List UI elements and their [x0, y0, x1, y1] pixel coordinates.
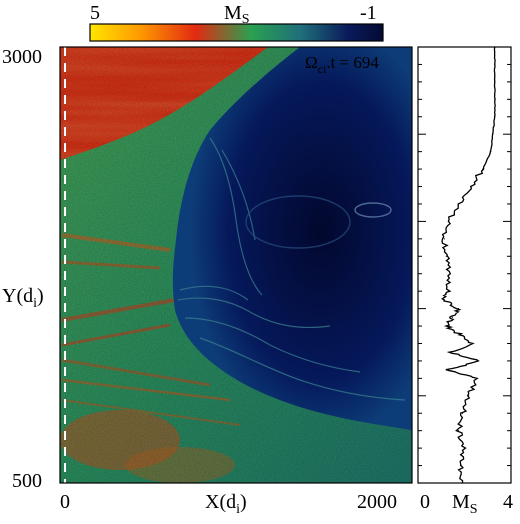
profile-point	[457, 308, 460, 310]
profile-point	[459, 464, 462, 467]
profile-point	[490, 151, 492, 153]
profile-point	[461, 482, 464, 484]
profile-point	[459, 334, 462, 336]
x-tick-label: 2000	[357, 491, 397, 513]
profile-point	[447, 369, 449, 371]
profile-x-axis-label: MS	[452, 491, 478, 517]
profile-point	[447, 220, 449, 222]
profile-point	[445, 255, 447, 257]
profile-point	[451, 316, 453, 318]
inner-boundary	[245, 195, 351, 249]
profile-point	[476, 377, 478, 379]
profile-point	[492, 133, 494, 135]
profile-point	[461, 412, 464, 414]
profile-point	[443, 238, 445, 240]
colorbar-gradient	[89, 23, 384, 42]
heatmap-frame	[59, 46, 413, 484]
colorbar-min-label: 5	[90, 2, 100, 24]
profile-frame	[417, 46, 512, 484]
profile-point	[494, 81, 496, 83]
profile-point	[494, 116, 496, 118]
profile-point	[463, 447, 466, 449]
profile-point	[445, 325, 447, 327]
profile-panel	[417, 46, 512, 484]
x-axis-label: X(di)	[205, 491, 247, 517]
colorbar-title: MS	[224, 2, 250, 27]
y-tick-label: 500	[12, 470, 42, 492]
y-axis-label: Y(di)	[2, 285, 44, 311]
profile-ticks	[418, 46, 511, 484]
profile-point	[482, 168, 484, 170]
boundary-layer	[177, 137, 406, 401]
time-annotation: Ωci.t = 694	[305, 53, 379, 76]
profile-point	[467, 395, 470, 397]
heatmap-panel	[60, 47, 412, 483]
profile-point	[447, 290, 449, 292]
planet-marker	[354, 202, 392, 218]
profile-points	[443, 46, 496, 484]
colorbar: 5 -1 MS	[89, 2, 384, 42]
profile-point	[469, 185, 472, 188]
profile-point	[457, 203, 460, 205]
profile-point	[457, 430, 460, 432]
profile-point	[443, 299, 445, 301]
profile-point	[478, 360, 480, 362]
y-tick-label: 3000	[2, 46, 42, 68]
profile-point	[494, 63, 496, 66]
colorbar-max-label: -1	[360, 2, 377, 24]
profile-point	[494, 46, 496, 48]
profile-point	[449, 273, 451, 275]
profile-point	[494, 98, 496, 100]
profile-point	[449, 351, 451, 353]
profile-x-tick-label: 0	[420, 491, 430, 513]
x-tick-label: 0	[60, 491, 70, 513]
magnetosphere-region	[172, 47, 412, 430]
profile-x-tick-label: 4	[503, 491, 513, 513]
profile-point	[471, 342, 474, 345]
